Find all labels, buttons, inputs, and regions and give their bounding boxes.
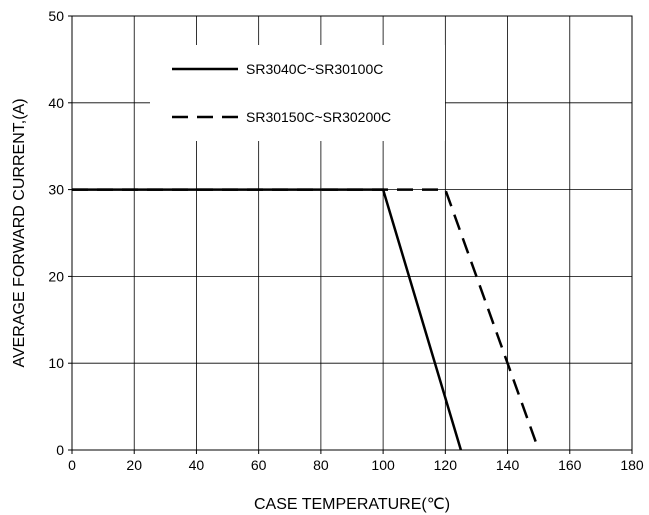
legend-background bbox=[150, 45, 445, 141]
series-lines bbox=[72, 188, 540, 451]
y-tick-label: 0 bbox=[56, 442, 64, 458]
x-tick-labels: 0 20 40 60 80 100 120 140 160 180 bbox=[68, 450, 644, 473]
x-tick-label: 60 bbox=[251, 457, 267, 473]
legend: SR3040C~SR30100C SR30150C~SR30200C bbox=[172, 61, 391, 125]
y-tick-label: 20 bbox=[48, 268, 64, 284]
x-tick-label: 180 bbox=[620, 457, 644, 473]
legend-box bbox=[150, 45, 445, 141]
x-tick-label: 20 bbox=[126, 457, 142, 473]
x-tick-label: 80 bbox=[313, 457, 329, 473]
x-axis-title: CASE TEMPERATURE(℃) bbox=[254, 496, 450, 513]
x-tick-label: 100 bbox=[371, 457, 395, 473]
x-tick-label: 160 bbox=[558, 457, 582, 473]
plot-frame bbox=[71, 15, 633, 451]
x-tick-label: 120 bbox=[434, 457, 458, 473]
y-tick-label: 40 bbox=[48, 95, 64, 111]
y-tick-labels: 0 10 20 30 40 50 bbox=[48, 8, 72, 458]
x-tick-label: 140 bbox=[496, 457, 520, 473]
y-tick-label: 10 bbox=[48, 355, 64, 371]
x-tick-label: 0 bbox=[68, 457, 76, 473]
series-line-2 bbox=[72, 188, 540, 451]
y-tick-label: 30 bbox=[48, 182, 64, 198]
legend-label-2: SR30150C~SR30200C bbox=[246, 109, 391, 125]
y-axis-title: AVERAGE FORWARD CURRENT,(A) bbox=[11, 98, 28, 367]
y-tick-label: 50 bbox=[48, 8, 64, 24]
legend-label-1: SR3040C~SR30100C bbox=[246, 61, 383, 77]
x-tick-label: 40 bbox=[189, 457, 205, 473]
